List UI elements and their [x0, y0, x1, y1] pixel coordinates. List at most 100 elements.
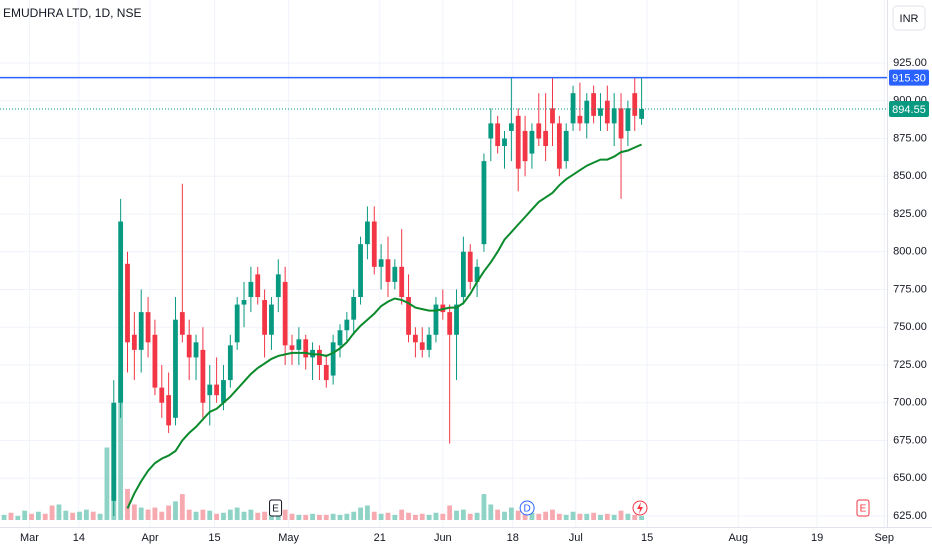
candle-body: [358, 244, 363, 298]
candle-body: [577, 115, 583, 124]
candle-body: [371, 221, 377, 267]
volume-bar: [556, 513, 562, 520]
volume-bar: [481, 494, 487, 520]
candle-body: [522, 130, 528, 162]
candle-body: [173, 319, 178, 418]
volume-bar: [365, 505, 370, 520]
candle-body: [317, 349, 322, 365]
candle-body: [289, 345, 295, 350]
candle-body: [529, 130, 535, 154]
candle-body: [159, 387, 165, 403]
candle-body: [111, 402, 117, 501]
candle-body: [563, 130, 569, 162]
volume-bar: [412, 514, 418, 520]
volume-bar: [529, 512, 535, 520]
candle-layer: [111, 78, 645, 516]
volume-bar: [35, 511, 41, 520]
candle-body: [447, 312, 453, 335]
dividend-icon[interactable]: [632, 500, 648, 516]
volume-bar: [618, 510, 624, 520]
y-tick-label: 725.00: [893, 359, 927, 371]
currency-label[interactable]: INR: [900, 13, 919, 25]
candle-body: [214, 384, 220, 396]
y-tick-label: 825.00: [893, 208, 927, 220]
volume-bar: [310, 513, 315, 520]
x-tick-label: 15: [208, 532, 220, 544]
candle-body: [591, 93, 597, 116]
candle-body: [618, 108, 624, 139]
volume-bar: [351, 511, 357, 520]
volume-bar: [474, 512, 480, 520]
volume-bar: [255, 512, 261, 520]
volume-bar: [406, 512, 411, 520]
volume-bar: [639, 515, 645, 520]
volume-bar: [152, 507, 158, 520]
volume-bar: [200, 509, 206, 520]
moving-average-line: [126, 143, 642, 509]
volume-bar: [502, 511, 507, 520]
candle-body: [474, 266, 480, 282]
volume-layer: [1, 375, 645, 520]
x-tick-label: Sep: [874, 532, 894, 544]
volume-bar: [63, 510, 69, 520]
candle-body: [131, 334, 137, 350]
volume-bar: [577, 513, 583, 520]
candle-body: [241, 300, 247, 305]
candle-body: [330, 342, 336, 376]
candle-body: [179, 312, 185, 335]
candle-body: [467, 251, 473, 282]
volume-bar: [440, 513, 446, 520]
volume-bar: [611, 514, 617, 520]
volume-bar: [591, 512, 597, 520]
candle-body: [296, 339, 302, 350]
candle-body: [125, 263, 130, 343]
volume-bar: [42, 513, 48, 520]
event-label: E: [272, 504, 279, 515]
candle-body: [275, 274, 281, 298]
volume-bar: [543, 511, 549, 520]
y-tick-label: 875.00: [893, 132, 927, 144]
volume-bar: [632, 514, 638, 520]
x-tick-label: Apr: [142, 532, 159, 544]
candle-body: [227, 345, 233, 381]
candle-body: [604, 100, 610, 124]
volume-bar: [303, 514, 309, 520]
volume-bar: [70, 512, 76, 520]
candle-body: [399, 266, 405, 298]
volume-bar: [166, 505, 172, 520]
volume-bar: [22, 510, 28, 520]
volume-bar: [433, 512, 439, 520]
volume-bar: [289, 513, 295, 520]
candle-body: [543, 130, 549, 147]
currency-button[interactable]: [892, 5, 926, 31]
candle-body: [392, 266, 398, 282]
event-marker: [269, 499, 283, 517]
candle-body: [556, 123, 562, 169]
volume-bar: [221, 512, 226, 520]
candle-body: [207, 384, 213, 396]
candle-body: [632, 93, 638, 116]
volume-bar: [282, 509, 288, 520]
volume-bar: [536, 513, 542, 520]
candle-body: [378, 259, 384, 267]
volume-bar: [8, 512, 14, 520]
x-tick-label: 14: [73, 532, 85, 544]
candle-body: [639, 108, 645, 119]
volume-bar: [447, 505, 453, 520]
volume-bar: [56, 504, 62, 520]
candle-body: [118, 221, 124, 403]
volume-bar: [1, 514, 7, 520]
axis-layer: 625.00 650.00 675.00 700.00 725.00 750.00 775.…: [20, 57, 929, 544]
candle-body: [406, 297, 411, 335]
price-label: 894.55: [892, 104, 926, 116]
volume-bar: [392, 514, 398, 520]
x-tick-label: 19: [811, 532, 823, 544]
y-tick-label: 750.00: [893, 321, 927, 333]
candle-body: [221, 380, 226, 403]
volume-bar: [77, 511, 82, 520]
volume-bar: [15, 515, 21, 520]
candle-body: [193, 342, 199, 358]
volume-bar: [125, 488, 130, 520]
